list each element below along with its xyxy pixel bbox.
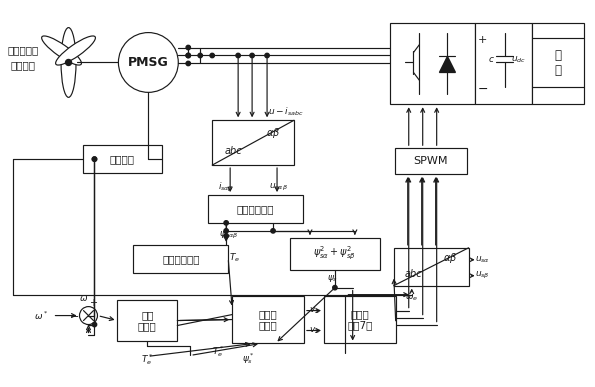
Text: $v_1$: $v_1$ bbox=[309, 305, 320, 316]
Bar bbox=[394, 248, 469, 286]
Text: $u_{s\alpha\beta}$: $u_{s\alpha\beta}$ bbox=[268, 182, 287, 193]
Circle shape bbox=[250, 53, 254, 58]
Text: $i_{s\alpha\beta}$: $i_{s\alpha\beta}$ bbox=[218, 180, 234, 194]
Circle shape bbox=[198, 53, 202, 58]
Bar bbox=[83, 145, 162, 173]
Text: 的原动机: 的原动机 bbox=[10, 60, 35, 70]
Text: 由风机组成: 由风机组成 bbox=[7, 46, 38, 55]
Circle shape bbox=[224, 229, 228, 233]
Bar bbox=[475, 22, 533, 104]
Text: 速度
控制器: 速度 控制器 bbox=[138, 310, 156, 331]
Text: $\psi_{s\alpha\beta}$: $\psi_{s\alpha\beta}$ bbox=[218, 230, 238, 241]
Bar bbox=[394, 148, 466, 174]
Circle shape bbox=[92, 322, 96, 327]
Bar bbox=[212, 120, 294, 165]
Circle shape bbox=[236, 53, 240, 58]
Text: 逆系统
式（7）: 逆系统 式（7） bbox=[347, 309, 372, 330]
Circle shape bbox=[118, 33, 178, 92]
Text: $\psi_{s\alpha}^2+\psi_{s\beta}^2$: $\psi_{s\alpha}^2+\psi_{s\beta}^2$ bbox=[314, 245, 356, 262]
Ellipse shape bbox=[42, 36, 82, 65]
Text: $u_{dc}$: $u_{dc}$ bbox=[511, 54, 526, 65]
Text: $v_2$: $v_2$ bbox=[309, 325, 320, 336]
Circle shape bbox=[80, 307, 98, 325]
Ellipse shape bbox=[55, 36, 95, 65]
Text: $\omega^*$: $\omega^*$ bbox=[33, 309, 48, 322]
Text: $\omega_e$: $\omega_e$ bbox=[405, 292, 418, 303]
Text: +: + bbox=[89, 298, 98, 308]
Text: abc: abc bbox=[405, 269, 422, 279]
Circle shape bbox=[333, 286, 337, 290]
Text: −: − bbox=[477, 83, 488, 96]
Circle shape bbox=[186, 45, 190, 50]
Text: −: − bbox=[70, 312, 79, 322]
Circle shape bbox=[92, 157, 96, 161]
Text: c: c bbox=[489, 55, 494, 64]
Text: $\psi_s$: $\psi_s$ bbox=[327, 273, 339, 284]
Text: $\alpha\beta$: $\alpha\beta$ bbox=[443, 252, 457, 265]
Text: 变结构
控制器: 变结构 控制器 bbox=[259, 309, 277, 330]
Ellipse shape bbox=[61, 27, 76, 98]
Polygon shape bbox=[440, 57, 455, 72]
Circle shape bbox=[210, 53, 214, 58]
Bar bbox=[533, 22, 584, 104]
Text: +: + bbox=[478, 34, 487, 45]
Circle shape bbox=[271, 229, 275, 233]
Text: $\omega$: $\omega$ bbox=[79, 294, 88, 303]
Text: $u_{s\beta}$: $u_{s\beta}$ bbox=[475, 270, 490, 281]
Circle shape bbox=[186, 53, 190, 58]
Text: SPWM: SPWM bbox=[414, 156, 448, 166]
Circle shape bbox=[265, 53, 270, 58]
Bar bbox=[290, 238, 380, 270]
Circle shape bbox=[186, 61, 190, 66]
Circle shape bbox=[224, 234, 228, 238]
Text: $T_e^*$: $T_e^*$ bbox=[212, 344, 224, 359]
Circle shape bbox=[186, 53, 190, 58]
Text: $u_{s\alpha}$: $u_{s\alpha}$ bbox=[475, 255, 490, 265]
Text: 负
载: 负 载 bbox=[555, 50, 562, 77]
Text: 定子磁链估计: 定子磁链估计 bbox=[237, 204, 274, 214]
Text: $u-i_{sabc}$: $u-i_{sabc}$ bbox=[268, 105, 304, 118]
Text: abc: abc bbox=[225, 146, 242, 156]
Text: 转速检测: 转速检测 bbox=[110, 154, 135, 164]
Text: $\alpha\beta$: $\alpha\beta$ bbox=[267, 126, 281, 140]
Bar bbox=[232, 296, 304, 343]
Text: 电磁转矩估计: 电磁转矩估计 bbox=[162, 254, 199, 264]
Bar bbox=[117, 300, 177, 341]
Text: $T_e$: $T_e$ bbox=[228, 252, 240, 264]
Bar bbox=[133, 245, 228, 273]
Circle shape bbox=[92, 157, 96, 161]
Text: $\psi_s^*$: $\psi_s^*$ bbox=[242, 351, 255, 366]
Circle shape bbox=[65, 60, 71, 65]
Bar bbox=[324, 296, 396, 343]
Bar bbox=[208, 195, 303, 223]
Text: $T_e^*$: $T_e^*$ bbox=[141, 352, 154, 367]
Bar bbox=[390, 22, 475, 104]
Text: PMSG: PMSG bbox=[128, 56, 169, 69]
Circle shape bbox=[224, 221, 228, 225]
